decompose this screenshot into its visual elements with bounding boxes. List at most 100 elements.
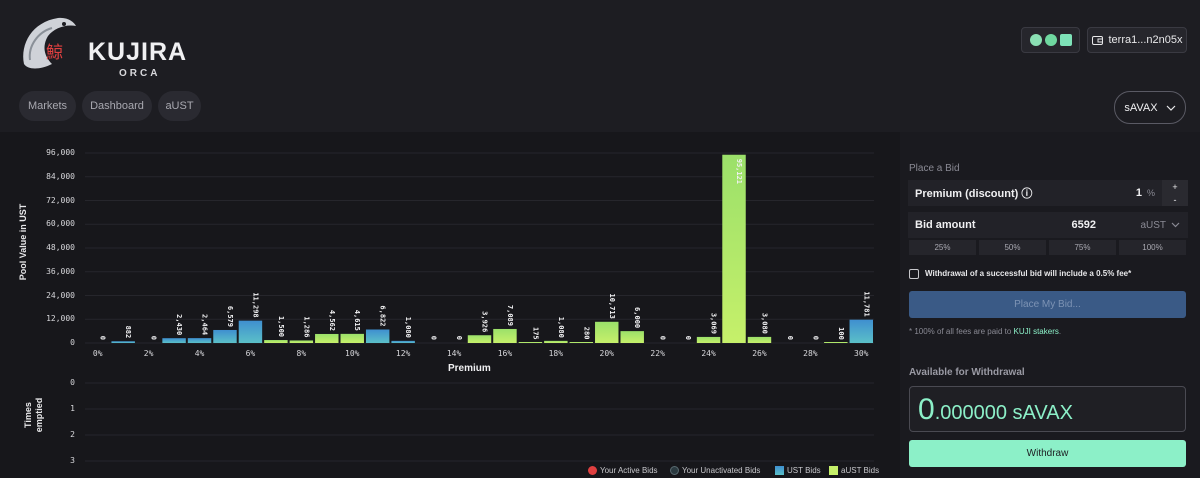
y-tick-label: 60,000 (46, 219, 75, 229)
asset-select[interactable]: sAVAX (1114, 91, 1186, 124)
chevron-down-icon (1171, 222, 1180, 228)
aust-bid-bar[interactable] (722, 154, 746, 343)
place-bid-title: Place a Bid (909, 163, 960, 174)
nav-aust[interactable]: aUST (158, 91, 201, 121)
ust-bids-swatch (775, 466, 784, 475)
bar-value-label: 11,781 (862, 291, 870, 316)
bar-value-label: 3,069 (710, 313, 718, 334)
aust-bid-bar[interactable] (289, 340, 314, 343)
aust-bid-bar[interactable] (315, 333, 339, 343)
pct-50-button[interactable]: 50% (979, 240, 1046, 255)
place-bid-button[interactable]: Place My Bid... (909, 291, 1186, 318)
pct-75-button[interactable]: 75% (1049, 240, 1116, 255)
ust-bid-bar[interactable] (213, 329, 237, 343)
fee-checkbox[interactable] (909, 269, 919, 279)
wallet-icon (1091, 36, 1103, 45)
aust-bid-bar[interactable] (264, 340, 288, 343)
bar-value-label: 175 (531, 327, 539, 340)
x-tick-label: 24% (701, 349, 716, 358)
premium-input[interactable]: 1 (1135, 187, 1142, 199)
legend-label: Your Active Bids (600, 466, 658, 475)
x-tick-label: 18% (548, 349, 564, 358)
ust-bid-bar[interactable] (238, 320, 263, 343)
balance-denom: sAVAX (1012, 402, 1073, 424)
brand-sub: ORCA (119, 68, 161, 79)
pct-25-button[interactable]: 25% (909, 240, 976, 255)
aust-bid-bar[interactable] (824, 342, 848, 343)
denom-value: aUST (1140, 219, 1166, 231)
bar-value-label: 882 (124, 326, 132, 339)
x-tick-label: 20% (599, 349, 614, 358)
wallet-status[interactable] (1021, 27, 1080, 53)
x-axis-label: Premium (448, 363, 491, 374)
bar-value-label: 6,000 (633, 307, 641, 328)
balance-int: 0 (918, 393, 935, 426)
chevron-down-icon (1166, 105, 1176, 111)
withdraw-button[interactable]: Withdraw (909, 440, 1186, 467)
pct-100-button[interactable]: 100% (1119, 240, 1186, 255)
times-emptied-tick: 1 (70, 404, 75, 413)
aust-bid-bar[interactable] (696, 336, 721, 343)
pool-chart: Pool Value in UST 96,000 84,000 72,000 60,0… (0, 132, 900, 478)
aust-bid-bar[interactable] (340, 333, 364, 343)
aust-bid-bar[interactable] (493, 328, 517, 343)
bar-value-label: 3,926 (481, 311, 489, 332)
premium-decrement-button[interactable]: - (1162, 193, 1188, 206)
bar-value-label: 4,615 (353, 310, 361, 331)
x-tick-label: 14% (446, 349, 462, 358)
aust-bid-bar[interactable] (595, 321, 619, 343)
bar-value-label: 2,430 (175, 314, 183, 335)
aust-bid-bar[interactable] (620, 331, 644, 343)
aust-bid-bar[interactable] (544, 340, 568, 343)
nav-dashboard[interactable]: Dashboard (82, 91, 152, 121)
premium-increment-button[interactable]: + (1162, 180, 1188, 193)
bar-value-label: 0 (99, 336, 107, 340)
x-tick-label: 30% (854, 349, 869, 358)
aust-bid-bar[interactable] (467, 335, 492, 343)
kuji-stakers-link[interactable]: KUJI stakers (1013, 327, 1059, 336)
legend-label: UST Bids (787, 466, 821, 475)
bid-amount-input[interactable]: 6592 (1071, 219, 1096, 231)
times-emptied-svg (85, 382, 874, 462)
x-tick-label: 0% (92, 349, 103, 358)
ust-bid-bar[interactable] (391, 340, 415, 343)
x-tick-label: 10% (345, 349, 360, 358)
y-tick-label: 84,000 (46, 171, 75, 181)
bar-value-label: 0 (455, 336, 463, 340)
y-tick-label: 36,000 (46, 266, 75, 276)
x-tick-label: 26% (752, 349, 767, 358)
kujira-logo[interactable]: 鯨 KUJIRA ORCA (18, 14, 186, 79)
stakers-note: * 100% of all fees are paid to KUJI stak… (909, 327, 1061, 336)
legend-ust-bids: UST Bids (775, 466, 821, 475)
ust-bid-bar[interactable] (849, 319, 873, 343)
aust-bid-bar[interactable] (747, 336, 772, 343)
wallet-button[interactable]: terra1...n2n05x (1087, 27, 1187, 53)
times-emptied-tick: 2 (70, 430, 75, 439)
nav-markets[interactable]: Markets (19, 91, 76, 121)
check-icon (1044, 34, 1057, 46)
times-emptied-tick: 3 (70, 456, 75, 465)
aust-bid-bar[interactable] (569, 342, 594, 343)
premium-field: Premium (discount) ⓘ 1 % + - (908, 180, 1188, 206)
aust-bid-bar[interactable] (518, 342, 543, 343)
y-tick-label: 0 (70, 338, 75, 347)
premium-label: Premium (discount) ⓘ (915, 188, 1033, 200)
y-tick-label: 96,000 (46, 148, 75, 157)
bar-value-label: 1,500 (277, 316, 285, 337)
unactivated-bids-swatch (670, 466, 679, 475)
ust-bid-bar[interactable] (365, 329, 390, 343)
legend-label: aUST Bids (841, 466, 880, 475)
kanji-mark: 鯨 (46, 43, 63, 63)
y-tick-label: 12,000 (46, 314, 75, 324)
ust-bid-bar[interactable] (111, 341, 135, 343)
ust-bid-bar[interactable] (187, 338, 212, 343)
bar-value-label: 0 (684, 336, 692, 340)
denom-select[interactable]: aUST (1140, 220, 1180, 231)
premium-unit: % (1146, 188, 1155, 198)
bar-value-label: 10,713 (608, 294, 616, 319)
bar-value-label: 0 (811, 336, 819, 340)
bid-amount-label: Bid amount (915, 219, 976, 231)
bar-value-label: 280 (582, 327, 590, 340)
bar-value-label: 1,080 (404, 317, 412, 338)
ust-bid-bar[interactable] (162, 338, 186, 343)
